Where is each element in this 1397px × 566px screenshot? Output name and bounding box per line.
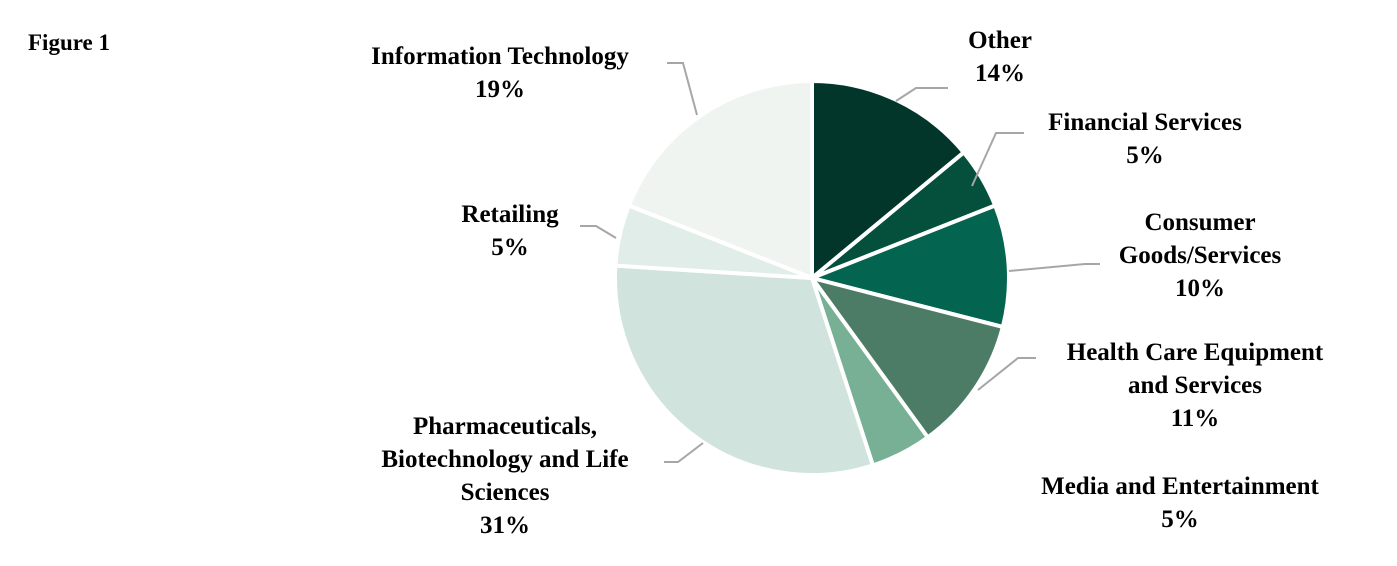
slice-value: 19%	[475, 76, 525, 103]
pie-slice-information-technology	[626, 79, 814, 280]
slice-label: Information Technology 19%	[320, 40, 680, 106]
pie-slice-pharmaceuticals-biotechnology-and-life-sciences	[613, 263, 875, 477]
slice-value: 5%	[1126, 142, 1164, 169]
pie-slice-health-care-equipment-and-services	[810, 276, 1005, 440]
slice-value: 5%	[491, 234, 529, 261]
slice-name: Media and Entertainment	[1041, 473, 1319, 500]
slice-label: Pharmaceuticals, Biotechnology and Life Sc…	[330, 410, 680, 542]
slice-value: 10%	[1175, 275, 1225, 302]
slice-value: 5%	[1161, 506, 1199, 533]
slice-name: Sciences	[460, 479, 550, 506]
slice-name: Consumer	[1144, 209, 1256, 236]
slice-label: Media and Entertainment 5%	[990, 470, 1370, 536]
leader-line	[895, 87, 948, 102]
leader-lines	[580, 62, 1100, 463]
slice-name: and Services	[1127, 372, 1263, 399]
slice-name: Pharmaceuticals,	[413, 413, 597, 440]
slice-label: Other 14%	[900, 24, 1100, 90]
figure-label: Figure 1	[28, 30, 110, 55]
slice-value: 31%	[480, 512, 530, 539]
slice-name: Health Care Equipment	[1066, 339, 1324, 366]
slice-name: Information Technology	[371, 43, 629, 70]
slice-name: Goods/Services	[1118, 242, 1282, 269]
pie-slice-other	[810, 79, 966, 280]
leader-line	[977, 357, 1036, 391]
slice-label: Retailing 5%	[430, 198, 590, 264]
pie-slices	[613, 79, 1011, 477]
leader-line	[664, 442, 704, 463]
slice-name: Biotechnology and Life	[381, 446, 629, 473]
slice-name: Financial Services	[1048, 109, 1242, 136]
leader-line	[667, 62, 698, 116]
leader-line	[580, 225, 617, 239]
pie-slice-consumer-goods-services	[810, 203, 1011, 329]
slice-label: Health Care Equipment and Services 11%	[1020, 336, 1370, 435]
leader-line	[1008, 263, 1100, 272]
leader-line	[971, 132, 1024, 187]
slice-name: Other	[968, 27, 1032, 54]
slice-name: Retailing	[461, 201, 559, 228]
slice-value: 11%	[1170, 405, 1220, 432]
slice-label: Financial Services 5%	[1010, 106, 1280, 172]
slice-value: 14%	[975, 60, 1025, 87]
slice-label: Consumer Goods/Services 10%	[1070, 206, 1330, 305]
